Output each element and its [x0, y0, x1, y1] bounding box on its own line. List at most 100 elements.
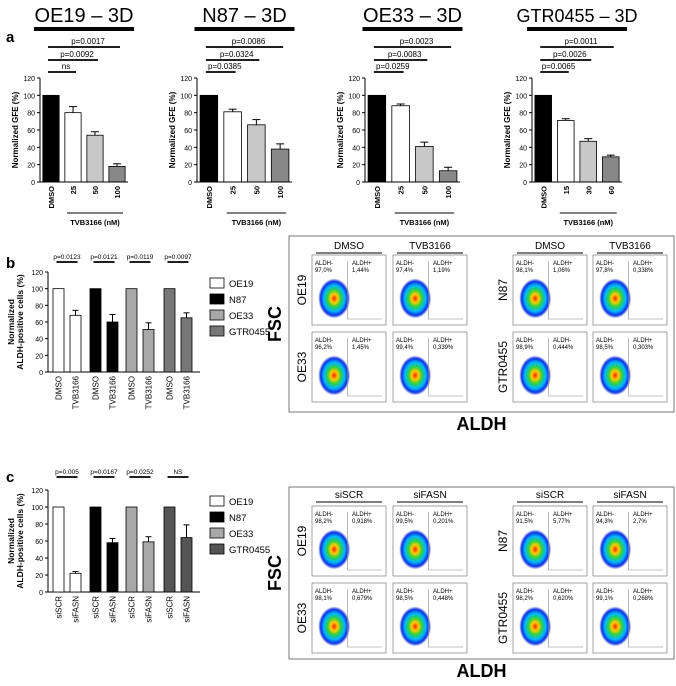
- flow-gate: [347, 512, 382, 571]
- y-tick-label: 40: [27, 145, 35, 152]
- bar-n87-0: [89, 506, 102, 593]
- bar-1: [223, 111, 242, 183]
- y-tick-label: 60: [27, 128, 35, 135]
- y-tick-label: 40: [352, 145, 360, 152]
- x-tick-label: 50: [91, 186, 100, 194]
- p-value-label: p=0.0119: [127, 254, 154, 261]
- y-axis-label: Normalized GFE (%): [336, 91, 345, 168]
- flow-col-header: siFASN: [413, 490, 446, 501]
- flow-neg-value: 98,2%: [516, 596, 534, 602]
- bar-oe19-0: [52, 288, 65, 373]
- flow-pos-value: 1,45%: [352, 345, 370, 351]
- flow-row-label: GTR0455: [496, 341, 510, 393]
- legend-swatch: [209, 527, 225, 539]
- y-tick-label: 120: [31, 270, 43, 277]
- y-tick-label: 20: [184, 163, 192, 170]
- flow-y-axis-label: FSC: [265, 306, 285, 342]
- flow-density-cloud: [399, 529, 432, 570]
- flow-neg-value: 97,0%: [315, 268, 333, 274]
- flow-neg-label: ALDH-: [596, 512, 614, 518]
- p-value-label: p=0.0123: [53, 254, 81, 261]
- p-value-label: p=0.0252: [126, 469, 154, 476]
- p-value-label: p=0.0011: [565, 37, 599, 46]
- flow-col-header: siFASN: [613, 490, 646, 501]
- chart-title: OE19 – 3D: [35, 5, 134, 27]
- p-value-label: p=0.0121: [90, 254, 118, 261]
- flow-col-header: DMSO: [535, 241, 565, 252]
- chart-title: GTR0455 – 3D: [516, 6, 637, 26]
- flow-gate: [548, 338, 583, 397]
- x-tick-label: DMSO: [166, 376, 175, 400]
- flow-neg-value: 98,9%: [516, 345, 534, 351]
- flow-row-label: GTR0455: [496, 592, 510, 644]
- flow-gate: [548, 512, 583, 571]
- flow-neg-label: ALDH-: [396, 512, 414, 518]
- p-value-label: p=0.0017: [71, 37, 105, 46]
- flow-frame: [288, 486, 675, 660]
- bar-oe33-1: [142, 329, 155, 373]
- flow-neg-value: 98,2%: [315, 519, 333, 525]
- flow-pos-value: 2,7%: [633, 519, 647, 525]
- x-tick-label: siSCR: [128, 596, 137, 619]
- y-tick-label: 60: [35, 320, 43, 327]
- flow-neg-value: 98,5%: [396, 596, 414, 602]
- flow-gate: [628, 338, 663, 397]
- flow-pos-label: ALDH+: [633, 338, 653, 344]
- bar-0: [42, 94, 60, 183]
- flow-density-cloud: [599, 278, 632, 319]
- flow-neg-label: ALDH-: [596, 589, 614, 595]
- bar-n87-1: [106, 321, 119, 373]
- y-tick-label: 0: [39, 590, 43, 597]
- y-tick-label: 120: [31, 488, 43, 495]
- flow-row-label: N87: [496, 279, 510, 301]
- p-value-label: NS: [173, 469, 183, 476]
- flow-pos-value: 1,19%: [433, 268, 451, 274]
- bar-gtr0455-1: [180, 537, 193, 593]
- x-tick-label: DMSO: [205, 186, 214, 209]
- flow-neg-value: 91,5%: [516, 519, 534, 525]
- flow-neg-value: 97,8%: [596, 268, 614, 274]
- y-axis-label: Normalized GFE (%): [503, 91, 512, 168]
- bar-2: [579, 140, 597, 183]
- flow-density-cloud: [399, 355, 432, 396]
- flow-pos-label: ALDH+: [352, 512, 372, 518]
- y-tick-label: 80: [184, 111, 192, 118]
- x-axis-label: TVB3166 (nM): [563, 218, 613, 227]
- flow-neg-value: 99,4%: [396, 345, 414, 351]
- legend-label: GTR0455: [229, 545, 270, 556]
- flow-pos-label: ALDH+: [553, 512, 573, 518]
- flow-density-cloud: [519, 606, 552, 647]
- flow-row-label: N87: [496, 530, 510, 552]
- flow-frame: [288, 235, 675, 413]
- bar-3: [438, 170, 458, 183]
- x-tick-label: 100: [444, 186, 453, 199]
- legend-swatch: [209, 325, 225, 337]
- panel-c: 0 20 40 60 80 100 120 Normalized ALDH-positive c…: [6, 469, 675, 681]
- flow-pos-label: ALDH+: [352, 338, 372, 344]
- x-tick-label: siSCR: [166, 596, 175, 619]
- bar-gtr0455-1: [180, 317, 193, 373]
- y-tick-label: 40: [35, 556, 43, 563]
- x-axis-label: TVB3166 (nM): [70, 218, 120, 227]
- flow-neg-label: ALDH-: [516, 589, 534, 595]
- legend-swatch: [209, 277, 225, 289]
- x-tick-label: 30: [584, 186, 593, 194]
- p-value-label: p=0.0167: [90, 469, 118, 476]
- p-value-label: p=0.0026: [553, 50, 587, 59]
- panel-letter-a: a: [6, 29, 15, 46]
- bar-gtr0455-0: [163, 506, 176, 593]
- flow-neg-label: ALDH-: [315, 338, 333, 344]
- x-axis-label: TVB3166 (nM): [400, 218, 450, 227]
- bar-2: [247, 124, 266, 183]
- panel-b: 0 20 40 60 80 100 120 Normalized ALDH-positive c…: [6, 235, 675, 434]
- panel-letter-b: b: [6, 255, 15, 272]
- flow-pos-value: 0,620%: [553, 596, 574, 602]
- y-tick-label: 100: [23, 93, 35, 100]
- flow-pos-label: ALDH+: [352, 261, 372, 267]
- y-tick-label: 100: [31, 505, 43, 512]
- bar-1: [391, 105, 410, 183]
- flow-gate: [548, 589, 583, 648]
- bar-2: [86, 134, 104, 183]
- bar-oe33-1: [142, 541, 155, 593]
